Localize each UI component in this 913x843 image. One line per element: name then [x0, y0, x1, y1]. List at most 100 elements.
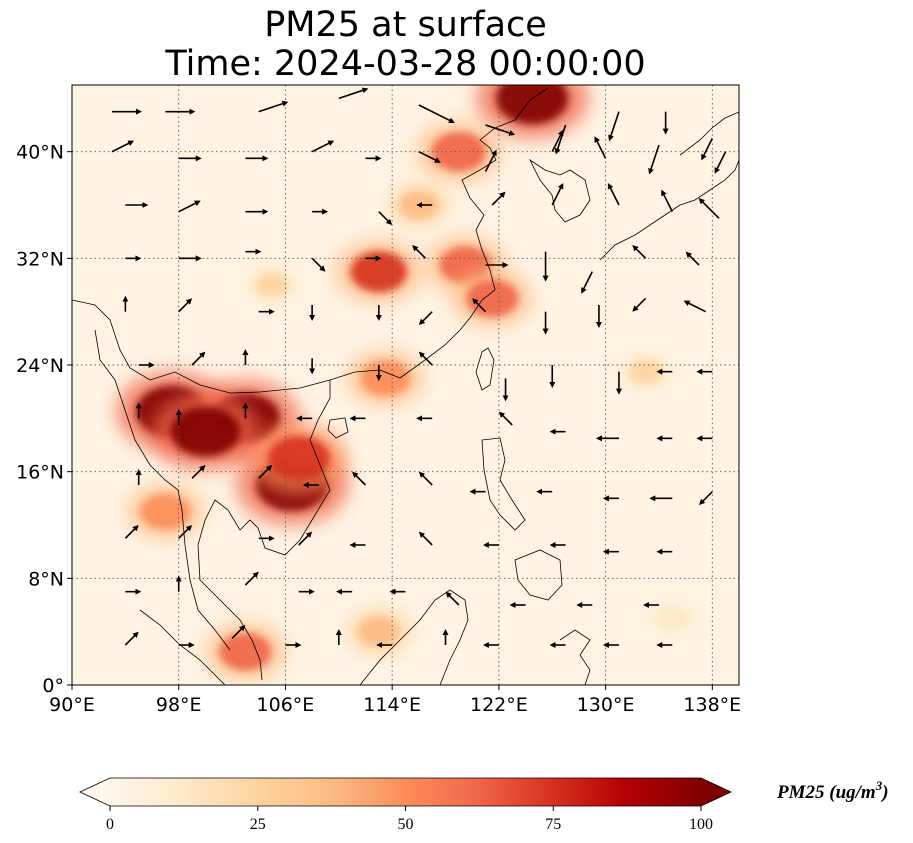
wind-arrow: [608, 111, 620, 142]
wind-arrow: [352, 471, 367, 486]
wind-arrow: [412, 244, 427, 259]
colorbar-tick-label: 50: [398, 816, 414, 833]
wind-arrow: [551, 129, 564, 153]
pm25-hotspot-borneo-west: [357, 616, 400, 647]
wind-arrow: [124, 524, 139, 539]
coastline-korea: [528, 158, 591, 223]
pm25-hotspot-myanmar-coast: [140, 493, 191, 530]
wind-arrow: [551, 182, 564, 206]
wind-arrow: [581, 271, 593, 294]
wind-arrow: [244, 571, 259, 586]
lat-tick-label: 0°: [42, 675, 64, 697]
longitude-ticks: 90°E 98°E 106°E 114°E 122°E 130°E 138°E: [49, 685, 741, 716]
wind-arrow: [472, 298, 487, 313]
wind-arrow: [311, 140, 335, 153]
lon-tick-label: 98°E: [156, 694, 202, 716]
lat-tick-label: 16°N: [16, 462, 64, 484]
pm25-hotspot-pacific-southeast: [657, 607, 687, 629]
wind-arrow: [554, 124, 567, 155]
coastline-indochina: [197, 380, 331, 681]
wind-arrow: [594, 136, 607, 159]
wind-arrow: [418, 471, 433, 486]
wind-arrow: [632, 297, 647, 312]
lat-tick-label: 32°N: [16, 248, 64, 270]
wind-arrow: [338, 87, 369, 100]
lon-tick-label: 138°E: [683, 694, 741, 716]
map-title: PM25 at surface: [264, 5, 547, 45]
wind-arrow: [418, 351, 433, 366]
wind-arrow: [178, 524, 193, 539]
pm25-hotspot-vietnam-central: [267, 435, 330, 481]
wind-arrow: [258, 100, 289, 113]
wind-arrow: [298, 531, 313, 546]
pm25-hotspot-sichuan: [255, 272, 290, 298]
colorbar-extend-high: [701, 778, 731, 806]
coastline-borneo: [359, 589, 469, 685]
lon-tick-label: 122°E: [470, 694, 528, 716]
colorbar-label-sup: 3: [875, 778, 883, 793]
wind-arrow: [124, 631, 139, 646]
wind-arrow: [484, 149, 497, 173]
lon-tick-label: 90°E: [49, 694, 95, 716]
wind-arrow: [418, 311, 433, 326]
wind-arrow: [311, 257, 326, 272]
lon-tick-label: 106°E: [257, 694, 315, 716]
lon-tick-label: 114°E: [363, 694, 421, 716]
wind-arrow: [178, 200, 201, 213]
latitude-ticks: 0° 8°N 16°N 24°N 32°N 40°N: [16, 142, 72, 697]
coastline-myanmar: [94, 329, 231, 651]
coastline-japan: [599, 159, 739, 261]
pm25-hotspot-myanmar-east: [170, 406, 241, 457]
wind-arrow: [714, 151, 727, 174]
wind-arrow: [178, 298, 193, 313]
colorbar-extend-low: [80, 778, 110, 806]
colorbar-tick-label: 25: [250, 816, 266, 833]
pm25-hotspot-bohai: [431, 132, 487, 172]
map-frame: [71, 84, 740, 686]
pm25-hotspot-east-china-sea: [466, 279, 519, 318]
lat-tick-label: 24°N: [16, 355, 64, 377]
pm25-hotspot-china-inland: [399, 190, 439, 220]
lon-tick-label: 130°E: [577, 694, 635, 716]
coastline-taiwan: [475, 347, 495, 391]
wind-arrow: [111, 140, 135, 153]
wind-arrow: [498, 411, 513, 426]
coastline-luzon: [481, 437, 526, 531]
colorbar-tick-label: 100: [689, 816, 713, 833]
pm25-hotspot-west-pacific-band: [628, 359, 663, 385]
wind-arrow: [191, 464, 206, 479]
wind-arrow: [491, 191, 506, 206]
coastline-japan-north: [679, 111, 739, 156]
pm25-hotspot-guangdong: [360, 360, 411, 397]
colorbar-tick-label: 0: [106, 816, 114, 833]
colorbar-ticks: 0 25 50 75 100: [106, 806, 713, 833]
wind-arrow: [683, 300, 707, 313]
wind-arrow: [191, 351, 206, 366]
pm25-hotspot-malay-peninsula: [219, 632, 272, 671]
lat-tick-label: 8°N: [28, 568, 64, 590]
colorbar: 0 25 50 75 100 PM25 (ug/m3): [79, 777, 889, 833]
coastline-mindanao: [514, 549, 563, 601]
lat-tick-label: 40°N: [16, 142, 64, 164]
map-time-subtitle: Time: 2024-03-28 00:00:00: [165, 44, 646, 84]
wind-arrow: [632, 244, 647, 259]
colorbar-gradient: [110, 778, 701, 806]
wind-arrow: [231, 624, 246, 639]
wind-arrow: [701, 137, 714, 161]
colorbar-label-end: ): [880, 782, 888, 803]
wind-arrow: [648, 144, 660, 175]
colorbar-label-base: PM25 (ug/m: [776, 782, 876, 803]
wind-arrow: [698, 491, 713, 506]
wind-arrow: [445, 591, 460, 606]
wind-arrow: [378, 211, 393, 226]
wind-arrow: [485, 124, 516, 136]
coastline-sumatra: [139, 609, 226, 685]
coastline-hainan: [327, 417, 349, 439]
wind-arrow: [418, 104, 455, 124]
pm25-hotspot-northeast-china: [496, 85, 569, 125]
pm25-hotspot-hubei: [350, 251, 408, 293]
wind-arrow: [607, 182, 620, 206]
wind-arrow: [685, 251, 700, 266]
wind-vectors: [111, 87, 727, 648]
